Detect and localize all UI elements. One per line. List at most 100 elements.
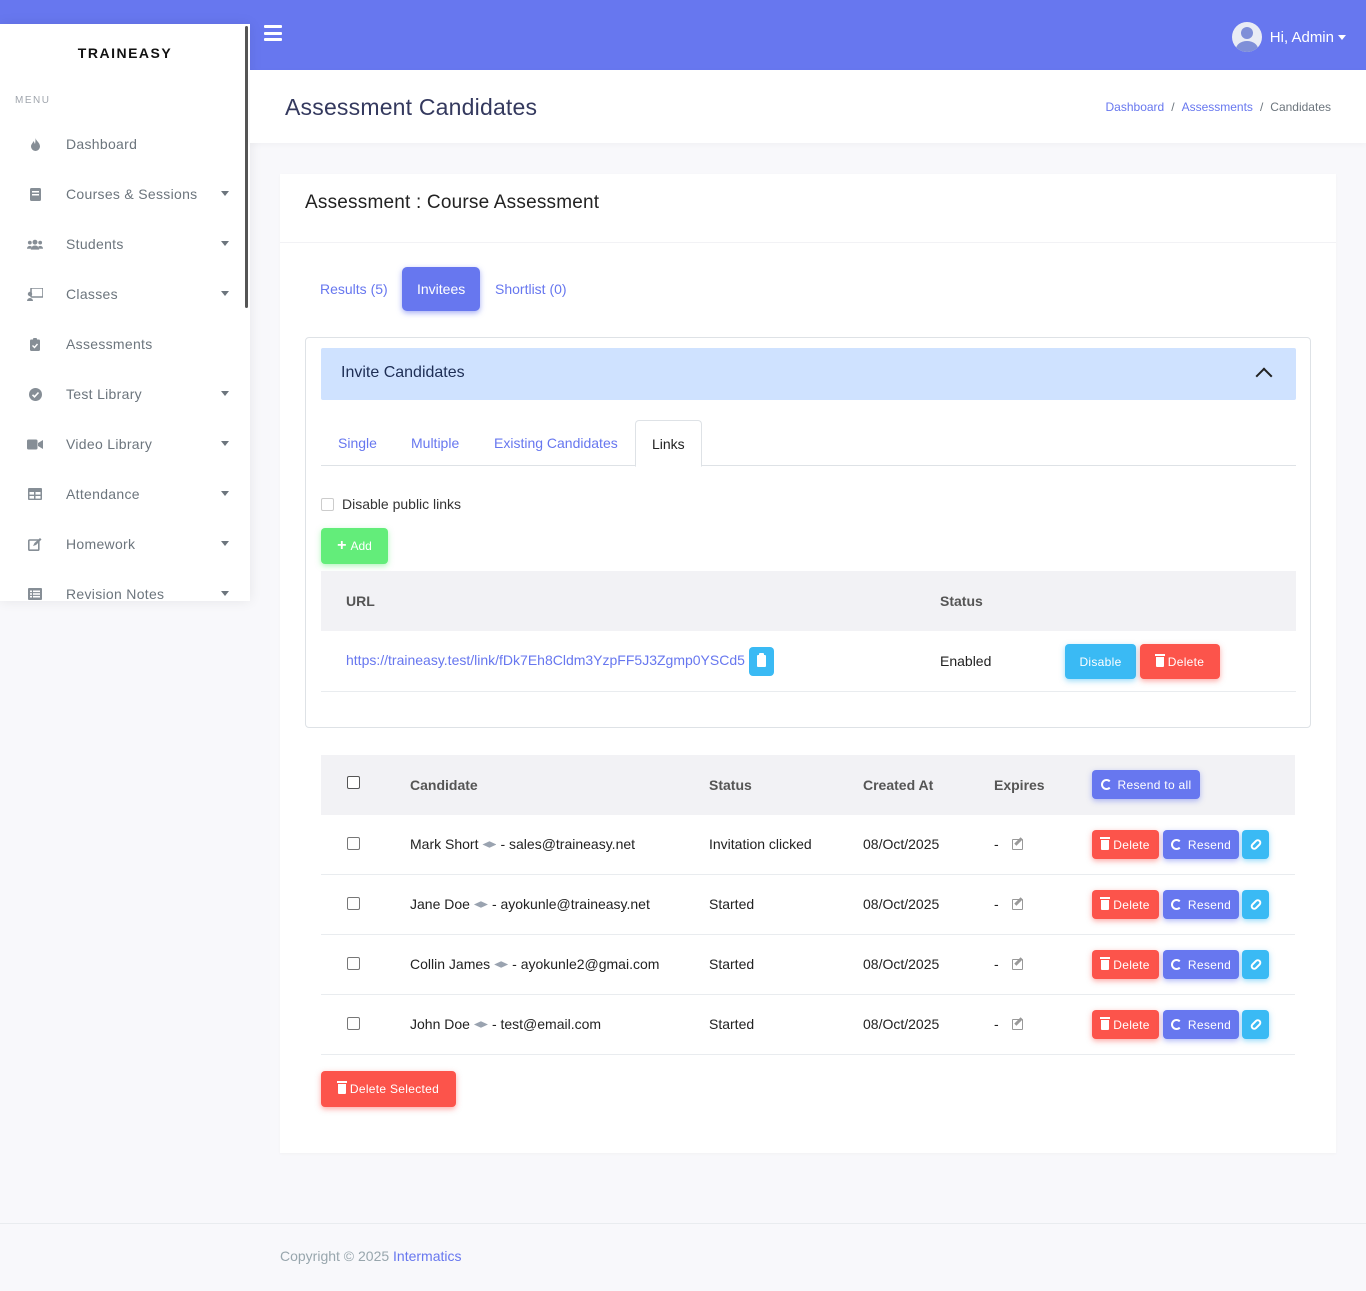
link-status: Enabled — [940, 653, 992, 669]
sidebar-item-dashboard[interactable]: Dashboard — [0, 119, 245, 169]
sidebar-item-students[interactable]: Students — [0, 219, 245, 269]
row-checkbox[interactable] — [347, 957, 360, 970]
hamburger-menu-icon[interactable] — [264, 25, 282, 41]
trash-icon — [1100, 1016, 1111, 1030]
row-checkbox[interactable] — [347, 1017, 360, 1030]
subtab-multiple[interactable]: Multiple — [411, 435, 460, 451]
subtab-links[interactable]: Links — [635, 420, 702, 467]
candidates-table-header: Candidate Status Created At Expires Rese… — [321, 755, 1295, 815]
redo-icon — [1170, 1019, 1182, 1030]
sidebar-item-label: Revision Notes — [66, 586, 165, 601]
subtab-existing-candidates[interactable]: Existing Candidates — [494, 435, 618, 451]
tab-shortlist[interactable]: Shortlist (0) — [495, 281, 567, 297]
sidebar-item-revision-notes[interactable]: Revision Notes — [0, 569, 245, 601]
fire-icon — [27, 136, 43, 152]
copy-link-button[interactable] — [1242, 1010, 1269, 1039]
sidebar-item-homework[interactable]: Homework — [0, 519, 245, 569]
graduation-cap-icon — [473, 901, 488, 908]
candidate-email: - test@email.com — [491, 1016, 602, 1032]
row-checkbox[interactable] — [347, 837, 360, 850]
brand-logo[interactable]: TRAINEASY — [77, 45, 173, 61]
disable-link-button[interactable]: Disable — [1065, 644, 1136, 679]
delete-label: Delete — [1113, 957, 1150, 972]
video-icon — [27, 436, 43, 452]
table-row: Jane Doe - ayokunle@traineasy.net Started… — [321, 875, 1295, 935]
table-icon — [27, 486, 43, 502]
delete-link-button[interactable]: Delete — [1140, 644, 1220, 679]
copy-link-button[interactable] — [1242, 890, 1269, 919]
trash-icon — [1154, 653, 1165, 667]
user-menu[interactable]: Hi, Admin — [1231, 22, 1346, 52]
candidate-cell: Collin James - ayokunle2@gmai.com — [410, 956, 659, 972]
sidebar-item-attendance[interactable]: Attendance — [0, 469, 245, 519]
copy-link-button[interactable] — [1242, 950, 1269, 979]
sidebar-item-classes[interactable]: Classes — [0, 269, 245, 319]
expires: - — [994, 896, 999, 912]
redo-icon — [1170, 899, 1182, 910]
disable-public-links: Disable public links — [321, 496, 461, 512]
add-link-button[interactable]: + Add — [321, 528, 388, 564]
tab-invitees[interactable]: Invitees — [402, 267, 481, 311]
table-row: Mark Short - sales@traineasy.net Invitati… — [321, 815, 1295, 875]
sidebar-item-label: Homework — [66, 536, 136, 552]
dropdown-arrow-icon — [221, 241, 229, 246]
resend-label: Resend — [1187, 897, 1232, 912]
delete-label: Delete — [1113, 1017, 1150, 1032]
resend-label: Resend — [1187, 837, 1232, 852]
copy-clipboard-button[interactable] — [749, 647, 774, 676]
resend-button[interactable]: Resend — [1163, 1010, 1239, 1039]
edit-icon[interactable] — [1012, 1019, 1023, 1030]
graduation-cap-icon — [473, 1021, 488, 1028]
delete-button[interactable]: Delete — [1092, 950, 1159, 979]
sidebar-item-video-library[interactable]: Video Library — [0, 419, 245, 469]
candidate-email: - sales@traineasy.net — [500, 836, 636, 852]
tab-results[interactable]: Results (5) — [320, 281, 388, 297]
resend-button[interactable]: Resend — [1163, 830, 1239, 859]
candidate-status: Started — [709, 896, 755, 912]
plus-icon: + — [337, 537, 347, 554]
resend-to-all-button[interactable]: Resend to all — [1092, 770, 1200, 799]
resend-button[interactable]: Resend — [1163, 890, 1239, 919]
created-at: 08/Oct/2025 — [863, 896, 940, 912]
breadcrumb-assessments[interactable]: Assessments — [1181, 100, 1253, 114]
trash-icon — [1100, 956, 1111, 970]
public-link-url[interactable]: https://traineasy.test/link/fDk7Eh8Cldm3… — [346, 652, 745, 668]
dropdown-arrow-icon — [221, 191, 229, 196]
edit-icon — [27, 536, 43, 552]
accordion-title: Invite Candidates — [341, 364, 465, 381]
delete-selected-button[interactable]: Delete Selected — [321, 1071, 456, 1107]
assessment-card: Assessment : Course Assessment Results (… — [280, 174, 1336, 1153]
edit-icon[interactable] — [1012, 839, 1023, 850]
trash-icon — [336, 1081, 347, 1094]
resend-button[interactable]: Resend — [1163, 950, 1239, 979]
edit-icon[interactable] — [1012, 899, 1023, 910]
sidebar-item-assessments[interactable]: Assessments — [0, 319, 245, 369]
candidate-name: Collin James — [410, 956, 491, 972]
sidebar-item-test-library[interactable]: Test Library — [0, 369, 245, 419]
sidebar-item-label: Assessments — [66, 336, 153, 352]
copy-link-button[interactable] — [1242, 830, 1269, 859]
delete-button[interactable]: Delete — [1092, 890, 1159, 919]
footer-link[interactable]: Intermatics — [393, 1248, 462, 1264]
dropdown-arrow-icon — [221, 591, 229, 596]
delete-button[interactable]: Delete — [1092, 830, 1159, 859]
table-row: Collin James - ayokunle2@gmai.com Started… — [321, 935, 1295, 995]
check-circle-icon — [27, 386, 43, 402]
breadcrumb-dashboard[interactable]: Dashboard — [1105, 100, 1165, 114]
created-at: 08/Oct/2025 — [863, 836, 940, 852]
sidebar-scrollbar[interactable] — [245, 26, 248, 308]
subtab-single[interactable]: Single — [338, 435, 377, 451]
invite-accordion-header[interactable]: Invite Candidates — [321, 348, 1296, 400]
edit-icon[interactable] — [1012, 959, 1023, 970]
delete-button[interactable]: Delete — [1092, 1010, 1159, 1039]
column-header-created-at: Created At — [863, 777, 934, 793]
created-at: 08/Oct/2025 — [863, 956, 940, 972]
column-header-status: Status — [940, 593, 983, 609]
sidebar-item-label: Classes — [66, 286, 118, 302]
expires: - — [994, 836, 999, 852]
select-all-checkbox[interactable] — [347, 776, 360, 789]
card-title: Assessment : Course Assessment — [305, 192, 600, 213]
disable-public-links-checkbox[interactable] — [321, 497, 334, 511]
row-checkbox[interactable] — [347, 897, 360, 910]
sidebar-item-courses[interactable]: Courses & Sessions — [0, 169, 245, 219]
